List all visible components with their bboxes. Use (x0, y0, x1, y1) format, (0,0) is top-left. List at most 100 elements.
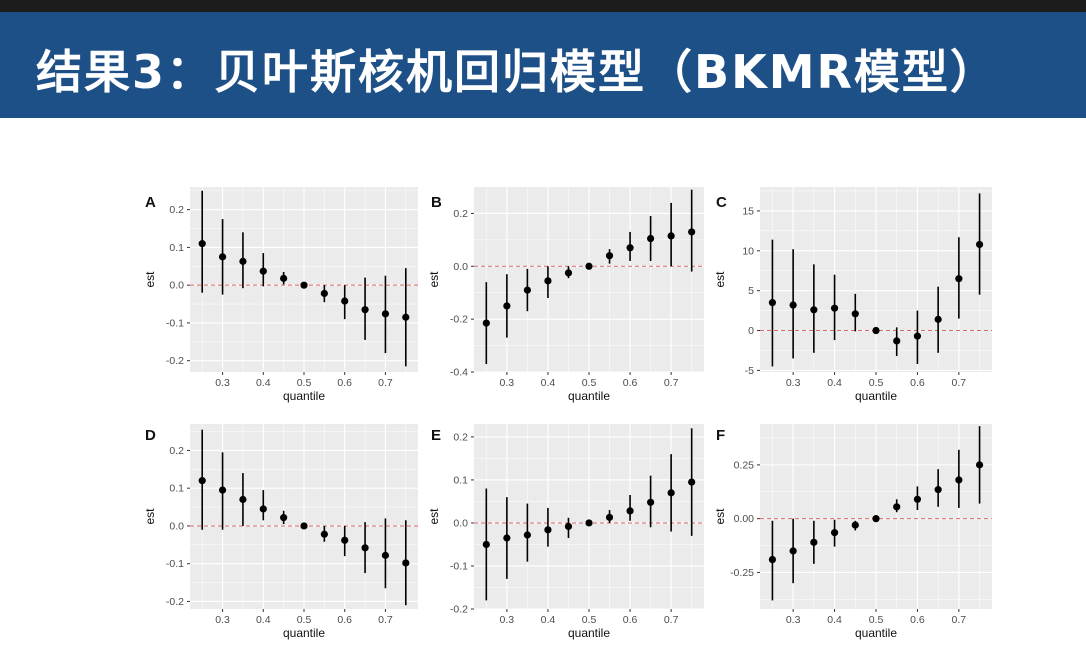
y-tick-label: 0.1 (169, 483, 184, 495)
x-tick-label: 0.3 (215, 377, 230, 389)
data-point (810, 306, 818, 314)
x-axis-title: quantile (283, 389, 325, 403)
x-tick-label: 0.6 (623, 377, 638, 389)
x-tick-label: 0.3 (500, 614, 515, 626)
chart-panel-c: 0.3 0.4 0.5 0.6 0.7 -5 0 5 10 15 quantile est C (713, 187, 992, 403)
y-tick-label: 0.0 (169, 280, 184, 292)
chart-panel-d: 0.3 0.4 0.5 0.6 0.7 -0.2 -0.1 0.0 0.1 0.2 quantile… (143, 424, 418, 640)
y-tick-label: -0.2 (450, 314, 468, 326)
y-tick-label: 0.1 (453, 474, 468, 486)
data-point (259, 267, 267, 275)
data-point (810, 538, 818, 546)
data-point (626, 507, 634, 515)
x-tick-label: 0.7 (664, 614, 679, 626)
data-point (851, 521, 859, 529)
y-tick-label: 0.1 (169, 242, 184, 254)
data-point (259, 505, 267, 513)
data-point (361, 306, 369, 314)
x-tick-label: 0.7 (378, 377, 393, 389)
data-point (320, 289, 328, 298)
y-tick-label: 0.0 (453, 517, 468, 529)
panel-letter: E (431, 427, 441, 444)
x-tick-label: 0.5 (297, 614, 312, 626)
y-axis-title: est (143, 271, 157, 288)
x-tick-label: 0.3 (786, 614, 801, 626)
x-tick-label: 0.5 (869, 614, 884, 626)
x-tick-label: 0.4 (256, 614, 271, 626)
data-point (503, 534, 511, 542)
y-tick-label: 10 (742, 245, 754, 257)
data-point (239, 257, 247, 265)
chart-panel-a: 0.3 0.4 0.5 0.6 0.7 -0.2 -0.1 0.0 0.1 0.2 quantile… (143, 187, 418, 403)
data-point (934, 486, 942, 494)
y-tick-label: 0.0 (453, 261, 468, 273)
x-tick-label: 0.7 (952, 377, 967, 389)
data-point (605, 513, 614, 521)
y-tick-label: 15 (742, 205, 754, 217)
x-tick-label: 0.5 (297, 377, 312, 389)
data-point (789, 547, 797, 555)
y-axis-title: est (427, 271, 441, 288)
x-axis-title: quantile (568, 389, 610, 403)
data-point (482, 540, 490, 549)
data-point (647, 498, 655, 506)
data-point (830, 529, 839, 537)
data-point (198, 240, 206, 248)
panel-letter: B (431, 194, 442, 211)
data-point (218, 253, 227, 261)
data-point (523, 286, 531, 294)
data-point (913, 495, 922, 503)
y-axis-title: est (713, 271, 727, 288)
data-point (503, 302, 511, 310)
y-tick-label: 0.2 (453, 208, 468, 220)
data-point (544, 277, 552, 285)
data-point (381, 551, 390, 559)
chart-panel-e: 0.3 0.4 0.5 0.6 0.7 -0.2 -0.1 0.0 0.1 0.2 quantile… (427, 424, 704, 640)
y-tick-label: 0.2 (169, 445, 184, 457)
data-point (647, 234, 655, 243)
x-tick-label: 0.5 (582, 614, 597, 626)
data-point (605, 252, 614, 260)
data-point (198, 477, 206, 485)
data-point (381, 310, 390, 318)
x-tick-label: 0.6 (910, 377, 925, 389)
y-tick-label: -0.1 (166, 558, 184, 570)
window-top-strip (0, 0, 1086, 12)
x-tick-label: 0.5 (582, 377, 597, 389)
slide-title: 结果3：贝叶斯核机回归模型（BKMR模型） (36, 45, 998, 99)
data-point (482, 319, 490, 327)
data-point (626, 244, 634, 252)
data-point (955, 275, 963, 283)
data-point (300, 281, 308, 289)
data-point (955, 476, 963, 484)
data-point (667, 489, 675, 497)
x-tick-label: 0.6 (337, 614, 352, 626)
chart-panel-f: 0.3 0.4 0.5 0.6 0.7 -0.25 0.00 0.25 quantile est F (713, 424, 992, 640)
x-tick-label: 0.4 (827, 377, 842, 389)
x-tick-label: 0.3 (500, 377, 515, 389)
data-point (851, 310, 859, 318)
x-tick-label: 0.4 (256, 377, 271, 389)
data-point (975, 240, 984, 249)
data-point (893, 503, 901, 511)
x-tick-label: 0.7 (378, 614, 393, 626)
y-axis-title: est (427, 508, 441, 525)
y-tick-label: -0.2 (166, 596, 184, 608)
x-tick-label: 0.3 (786, 377, 801, 389)
y-tick-label: 0.2 (169, 204, 184, 216)
data-point (544, 526, 552, 534)
data-point (239, 495, 247, 504)
data-point (320, 530, 328, 538)
x-axis-title: quantile (855, 389, 897, 403)
y-tick-label: -0.25 (730, 567, 754, 579)
data-point (934, 315, 942, 323)
x-axis-title: quantile (568, 626, 610, 640)
x-tick-label: 0.4 (827, 614, 842, 626)
data-point (768, 555, 777, 564)
data-point (975, 461, 984, 469)
panel-letter: A (145, 194, 156, 211)
x-tick-label: 0.3 (215, 614, 230, 626)
y-tick-label: -0.2 (166, 355, 184, 367)
data-point (585, 262, 593, 270)
